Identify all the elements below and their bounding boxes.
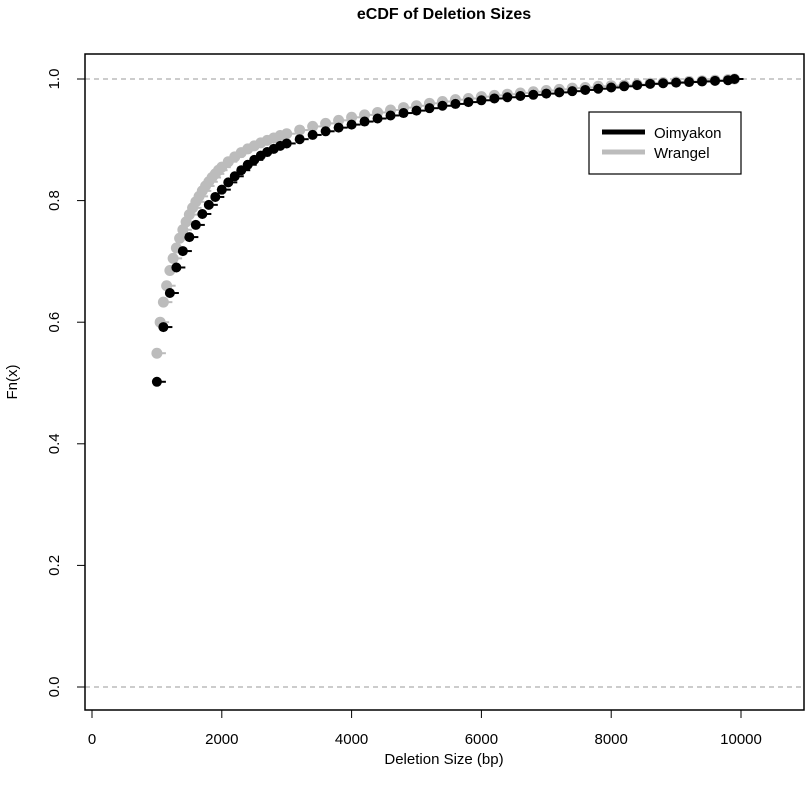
data-point [632,80,643,91]
data-point [729,74,740,84]
data-point [333,122,344,133]
data-point [320,117,332,129]
data-point [385,110,396,121]
data-point [398,108,409,119]
data-point [463,97,474,108]
y-tick-label: 1.0 [46,69,63,90]
data-point [528,89,539,100]
y-tick-label: 0.0 [46,677,63,698]
data-point [450,98,461,109]
y-tick-label: 0.6 [46,312,63,333]
data-point [294,124,306,136]
data-point [307,120,319,132]
data-point [151,347,163,359]
data-point [567,86,578,97]
data-point [424,103,435,114]
x-tick-label: 6000 [465,731,498,748]
data-point [671,77,682,88]
data-point [606,82,617,93]
data-point [333,114,345,126]
data-point [197,208,208,219]
data-point [645,78,656,89]
chart-title: eCDF of Deletion Sizes [357,6,531,23]
data-point [593,83,604,94]
x-tick-label: 8000 [595,731,628,748]
data-point [210,191,221,202]
data-point [158,322,169,333]
data-point [580,84,591,95]
y-tick-label: 0.8 [46,190,63,211]
data-point [710,75,721,86]
y-axis-label: Fn(x) [4,365,21,400]
data-point [320,126,331,137]
data-point [346,119,357,130]
data-point [541,88,552,99]
data-point [157,296,169,308]
y-axis: 0.0 0.2 0.4 0.6 0.8 1.0 [46,69,85,698]
data-point [372,113,383,124]
data-point [184,232,195,243]
data-point [174,232,186,244]
data-point [489,93,500,104]
data-point [164,288,175,299]
data-point [476,95,487,106]
data-point [515,91,526,102]
x-tick-label: 0 [88,731,96,748]
data-point [281,138,292,149]
data-point [167,252,179,264]
data-point [346,111,358,123]
legend-box [588,111,742,175]
x-tick-label: 2000 [205,731,238,748]
legend-label-wrangel: Wrangel [654,145,710,162]
data-point [619,81,630,92]
x-axis: 0 2000 4000 6000 8000 10000 [88,709,762,748]
data-point [554,87,565,98]
data-point [307,129,318,140]
series-oimyakon [151,74,744,387]
legend: Oimyakon Wrangel [588,111,742,175]
data-point [151,376,162,387]
data-point [223,177,234,188]
data-point [190,219,201,230]
reference-lines [85,78,804,688]
data-point [203,199,214,210]
data-point [216,184,227,195]
data-point [177,246,188,257]
data-point [411,105,422,116]
x-axis-label: Deletion Size (bp) [384,751,503,768]
data-point [684,77,695,88]
data-point [294,134,305,145]
series-layer [151,73,744,387]
data-point [697,76,708,87]
x-tick-label: 4000 [335,731,368,748]
data-point [502,92,513,103]
data-point [437,100,448,111]
data-point [229,171,240,182]
x-tick-label: 10000 [720,731,762,748]
data-point [658,78,669,89]
y-tick-label: 0.4 [46,433,63,454]
data-point [281,128,293,140]
y-tick-label: 0.2 [46,555,63,576]
legend-label-oimyakon: Oimyakon [654,125,722,142]
data-point [359,116,370,127]
data-point [171,262,182,273]
